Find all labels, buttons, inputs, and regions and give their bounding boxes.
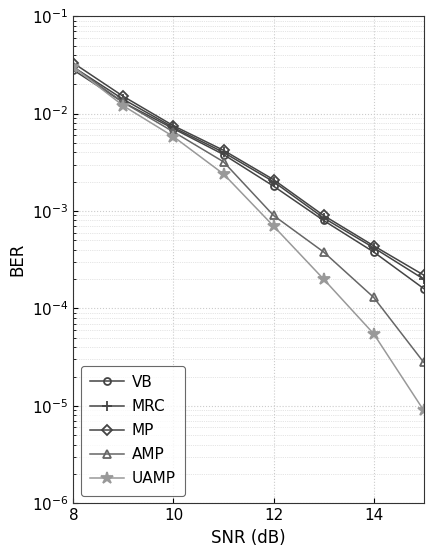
Line: MP: MP — [70, 59, 427, 279]
VB — [121, 99, 126, 106]
UAMP — [371, 330, 376, 337]
UAMP — [271, 223, 276, 229]
Legend: VB, MRC, MP, AMP, UAMP: VB, MRC, MP, AMP, UAMP — [81, 366, 184, 496]
UAMP — [321, 276, 326, 282]
MP — [71, 60, 76, 67]
Line: UAMP: UAMP — [67, 61, 430, 417]
MRC — [371, 244, 376, 251]
MP — [171, 123, 176, 129]
Line: VB: VB — [70, 67, 427, 292]
MP — [271, 176, 276, 183]
MRC — [321, 215, 326, 221]
MRC — [421, 276, 426, 282]
MRC — [121, 96, 126, 103]
MRC — [271, 178, 276, 185]
Line: AMP: AMP — [69, 63, 428, 366]
UAMP — [421, 407, 426, 413]
UAMP — [171, 133, 176, 140]
X-axis label: SNR (dB): SNR (dB) — [211, 529, 286, 547]
AMP — [171, 129, 176, 135]
VB — [421, 285, 426, 292]
MP — [371, 243, 376, 249]
AMP — [321, 249, 326, 255]
VB — [221, 151, 226, 158]
AMP — [221, 159, 226, 165]
UAMP — [221, 170, 226, 177]
MRC — [221, 149, 226, 156]
MP — [321, 212, 326, 219]
Y-axis label: BER: BER — [8, 243, 26, 276]
UAMP — [121, 103, 126, 109]
AMP — [71, 64, 76, 70]
AMP — [371, 294, 376, 301]
VB — [271, 183, 276, 189]
MRC — [171, 124, 176, 131]
UAMP — [71, 64, 76, 70]
MP — [221, 147, 226, 154]
AMP — [121, 99, 126, 106]
MP — [121, 93, 126, 100]
AMP — [421, 359, 426, 366]
VB — [321, 217, 326, 224]
VB — [71, 67, 76, 73]
Line: MRC: MRC — [69, 62, 429, 284]
VB — [371, 249, 376, 255]
MP — [421, 272, 426, 279]
MRC — [71, 64, 76, 70]
AMP — [271, 212, 276, 219]
VB — [171, 125, 176, 132]
